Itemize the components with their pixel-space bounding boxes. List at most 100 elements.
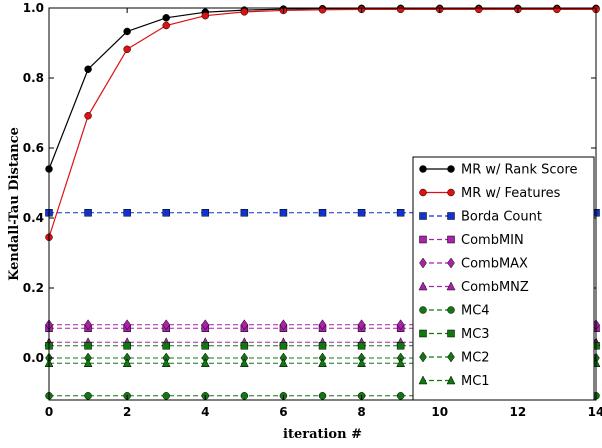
legend-marker [447,188,455,197]
legend-marker [418,375,428,385]
legend: MR w/ Rank Score MR w/ Features Borda Coun… [412,156,595,401]
legend-marker [419,329,427,338]
data-point [240,342,249,350]
x-tick-label: 0 [45,405,53,419]
legend-entry: CombMAX [419,257,528,272]
data-point [123,319,131,331]
data-point [201,11,210,20]
legend-entry: MC3 [419,327,490,342]
legend-label: MC2 [461,351,490,366]
data-point [84,209,92,217]
legend-marker [447,351,455,363]
legend-label: CombMIN [461,233,524,248]
data-point [240,209,249,217]
data-point [201,209,210,217]
data-point [162,14,170,22]
legend-marker [419,306,427,314]
legend-entry: MC1 [418,374,490,389]
data-point [240,392,249,400]
x-tick-label: 14 [588,405,602,419]
y-tick-label: 0.2 [23,281,44,295]
data-point [123,27,131,36]
legend-label: Borda Count [461,210,542,225]
legend-entry: MC2 [419,351,490,366]
legend-entry: CombMIN [419,233,524,248]
data-point [162,342,170,350]
data-point [161,358,171,367]
data-point [357,209,366,217]
legend-label: CombMAX [461,257,528,272]
data-point [84,319,92,331]
y-tick-label: 1.0 [23,1,44,15]
legend-marker [446,281,456,291]
legend-marker [447,329,455,338]
data-point [279,209,288,217]
data-point [553,5,561,14]
data-point [162,392,170,400]
legend-marker [447,212,455,220]
data-point [122,358,132,367]
data-point [84,65,92,73]
data-point [318,209,327,217]
legend-marker [419,212,427,220]
data-point [162,21,170,30]
data-point [396,209,405,217]
data-point [279,358,288,367]
data-point [396,5,405,14]
data-point [84,342,92,350]
legend-marker [419,351,427,363]
y-tick-label: 0.6 [23,141,44,155]
legend-label: MC4 [461,304,490,319]
legend-marker [447,257,455,269]
legend-label: MR w/ Rank Score [461,163,578,178]
data-point [357,358,366,367]
data-point [357,342,366,350]
data-point [475,5,483,14]
data-point [396,392,405,400]
legend-box [412,156,595,401]
y-tick-label: 0.4 [23,211,44,225]
legend-marker [447,306,455,314]
legend-entry: CombMNZ [418,280,529,295]
legend-entry: Borda Count [419,210,542,225]
plot-frame [48,7,597,401]
x-tick-label: 8 [357,405,365,419]
y-tick-label: 0.0 [23,351,44,365]
legend-marker [419,257,427,269]
x-tick-label: 2 [123,405,131,419]
y-tick-label: 0.8 [23,71,44,85]
data-point [83,358,93,367]
data-point [84,392,92,400]
data-point [279,319,288,331]
legend-entry: MR w/ Rank Score [419,163,578,178]
data-point [318,392,327,400]
data-point [318,6,327,14]
x-axis-label: iteration # [283,427,362,442]
legend-label: CombMNZ [461,280,529,295]
y-axis-label: Kendall-Tau Distance [7,127,22,281]
legend-marker [418,281,428,291]
legend-marker [419,235,427,244]
data-point [318,342,327,350]
data-point [279,342,288,350]
x-tick-label: 6 [279,405,287,419]
data-point [200,358,210,367]
data-point [318,358,327,367]
data-point [240,8,249,16]
data-point [162,209,170,217]
legend-entry: MR w/ Features [419,186,561,201]
data-point [318,319,327,331]
legend-marker [419,188,427,197]
data-point [396,319,405,331]
data-point [239,358,249,367]
x-tick-label: 10 [431,405,448,419]
data-point [123,45,131,54]
legend-label: MC3 [461,327,490,342]
ticks-layer: 0 2 4 6 8 10 12 14 0.0 0.2 0.4 0.6 0.8 1.0 [23,1,602,419]
legend-label: MC1 [461,374,490,389]
legend-marker [419,165,427,173]
data-point [396,358,406,367]
data-point [240,319,249,331]
data-point [201,342,210,350]
